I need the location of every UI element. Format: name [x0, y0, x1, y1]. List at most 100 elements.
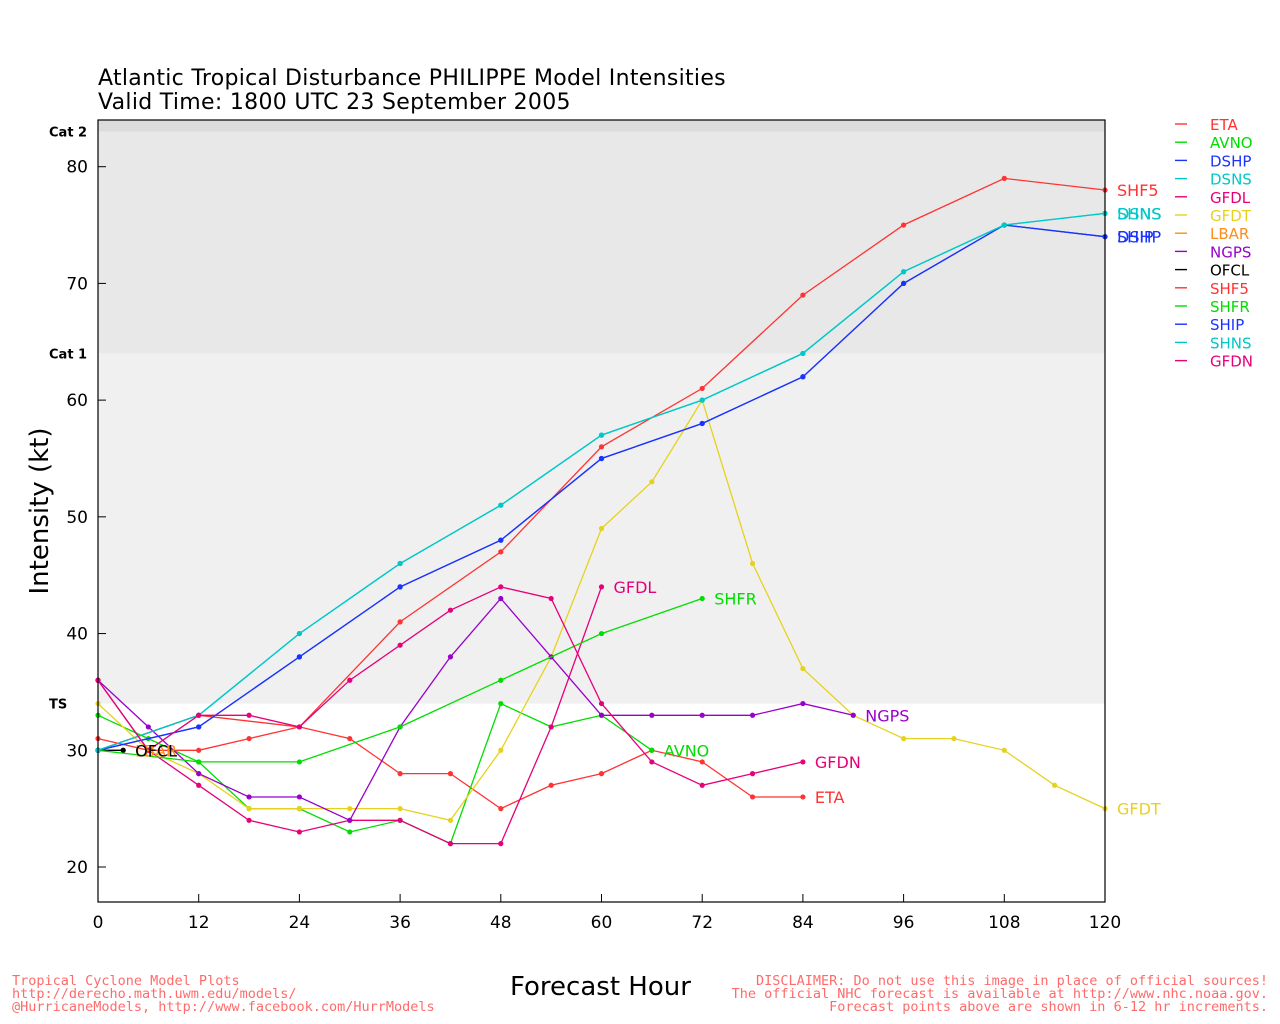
data-point	[699, 420, 705, 427]
data-point	[1001, 175, 1007, 181]
data-point	[347, 806, 353, 812]
series-end-label: ETA	[815, 788, 845, 807]
band-label: TS	[49, 698, 67, 713]
data-point	[196, 759, 202, 765]
series-end-label: GFDL	[614, 578, 657, 597]
data-point	[447, 654, 454, 660]
data-point	[296, 806, 302, 812]
data-point	[145, 724, 151, 730]
series-end-label: SHFR	[714, 590, 757, 609]
data-point	[498, 584, 504, 590]
data-point	[145, 747, 151, 753]
series-end-label: AVNO	[664, 741, 709, 760]
series-end-label: SHIP	[1117, 228, 1154, 247]
data-point	[699, 759, 705, 765]
data-point	[699, 397, 705, 403]
plot-frame	[97, 119, 1106, 903]
legend-entry: GFDT	[1210, 207, 1252, 225]
data-point	[397, 724, 403, 730]
data-point	[246, 794, 252, 800]
data-point	[649, 712, 655, 718]
legend-entry: DSHP	[1210, 152, 1251, 170]
series-end-label: DSHP	[1117, 228, 1162, 247]
data-point	[901, 735, 907, 742]
data-point	[749, 560, 756, 567]
data-point	[1052, 782, 1058, 788]
data-point	[548, 595, 554, 602]
legend-entry: DSNS	[1210, 171, 1252, 189]
data-point	[498, 700, 504, 707]
data-point	[598, 771, 605, 777]
data-point	[901, 269, 907, 275]
legend-entry: SHF5	[1210, 280, 1249, 298]
footer-right-line: DISCLAIMER: Do not use this image in pla…	[755, 973, 1268, 989]
data-point	[498, 595, 504, 602]
data-point	[749, 794, 756, 800]
x-axis-label: Forecast Hour	[510, 972, 691, 1002]
data-point	[598, 700, 605, 707]
x-tick-label: 0	[93, 913, 104, 933]
data-point	[649, 759, 655, 765]
legend-entry: SHFR	[1210, 298, 1250, 316]
x-tick-label: 96	[893, 913, 915, 933]
data-point	[498, 841, 504, 847]
x-tick-label: 84	[792, 913, 814, 933]
data-point	[196, 747, 202, 753]
data-point	[246, 712, 252, 718]
series-line	[97, 597, 854, 822]
legend-entry: OFCL	[1210, 262, 1250, 280]
legend-entry: GFDL	[1210, 189, 1251, 207]
series-end-label: DSNS	[1117, 204, 1162, 223]
data-point	[850, 712, 856, 718]
x-tick-label: 48	[490, 913, 512, 933]
series-end-label: SHNS	[1117, 204, 1161, 223]
footer-left-line[interactable]: @HurricaneModels, http://www.facebook.co…	[12, 999, 435, 1015]
data-point	[397, 771, 403, 777]
x-tick-label: 36	[389, 913, 411, 933]
data-point	[196, 712, 202, 718]
data-point	[296, 794, 302, 800]
series-line	[97, 702, 653, 845]
data-point	[699, 782, 705, 788]
data-point	[447, 841, 454, 847]
data-point	[296, 654, 302, 660]
band-label: Cat 2	[49, 126, 87, 141]
data-point	[901, 280, 907, 287]
data-point	[397, 584, 403, 590]
data-point	[296, 630, 302, 637]
data-point	[498, 677, 504, 683]
x-tick-label: 120	[1089, 913, 1121, 933]
footer-left-line[interactable]: http://derecho.math.uwm.edu/models/	[12, 986, 297, 1002]
intensity-band	[98, 131, 1105, 354]
footer-right-line: The official NHC forecast is available a…	[731, 986, 1268, 1002]
series-end-label: SHF5	[1117, 181, 1159, 200]
data-point	[397, 806, 403, 812]
data-point	[901, 222, 907, 228]
legend-entry: SHNS	[1210, 334, 1252, 352]
data-point	[498, 537, 504, 543]
data-point	[120, 747, 126, 753]
series-end-label: NGPS	[865, 706, 909, 725]
intensity-band	[98, 120, 1105, 132]
legend-entry: NGPS	[1210, 243, 1251, 261]
data-point	[296, 724, 302, 730]
data-point	[447, 771, 454, 777]
data-point	[951, 735, 957, 742]
data-point	[800, 700, 806, 707]
y-tick-label: 20	[66, 858, 88, 878]
y-tick-label: 40	[66, 625, 88, 645]
chart-title: Atlantic Tropical Disturbance PHILIPPE M…	[98, 66, 726, 91]
y-tick-label: 70	[66, 274, 88, 294]
data-point	[800, 794, 806, 800]
legend-entry: SHIP	[1210, 316, 1244, 334]
x-tick-label: 60	[591, 913, 613, 933]
data-point	[749, 712, 756, 718]
legend-entry: ETA	[1210, 116, 1238, 134]
footer-left: Tropical Cyclone Model Plots http://dere…	[12, 974, 435, 1015]
data-point	[598, 584, 605, 590]
legend-entry: LBAR	[1210, 225, 1249, 243]
y-tick-label: 30	[66, 741, 88, 761]
data-point	[800, 350, 806, 357]
data-point	[699, 712, 705, 718]
